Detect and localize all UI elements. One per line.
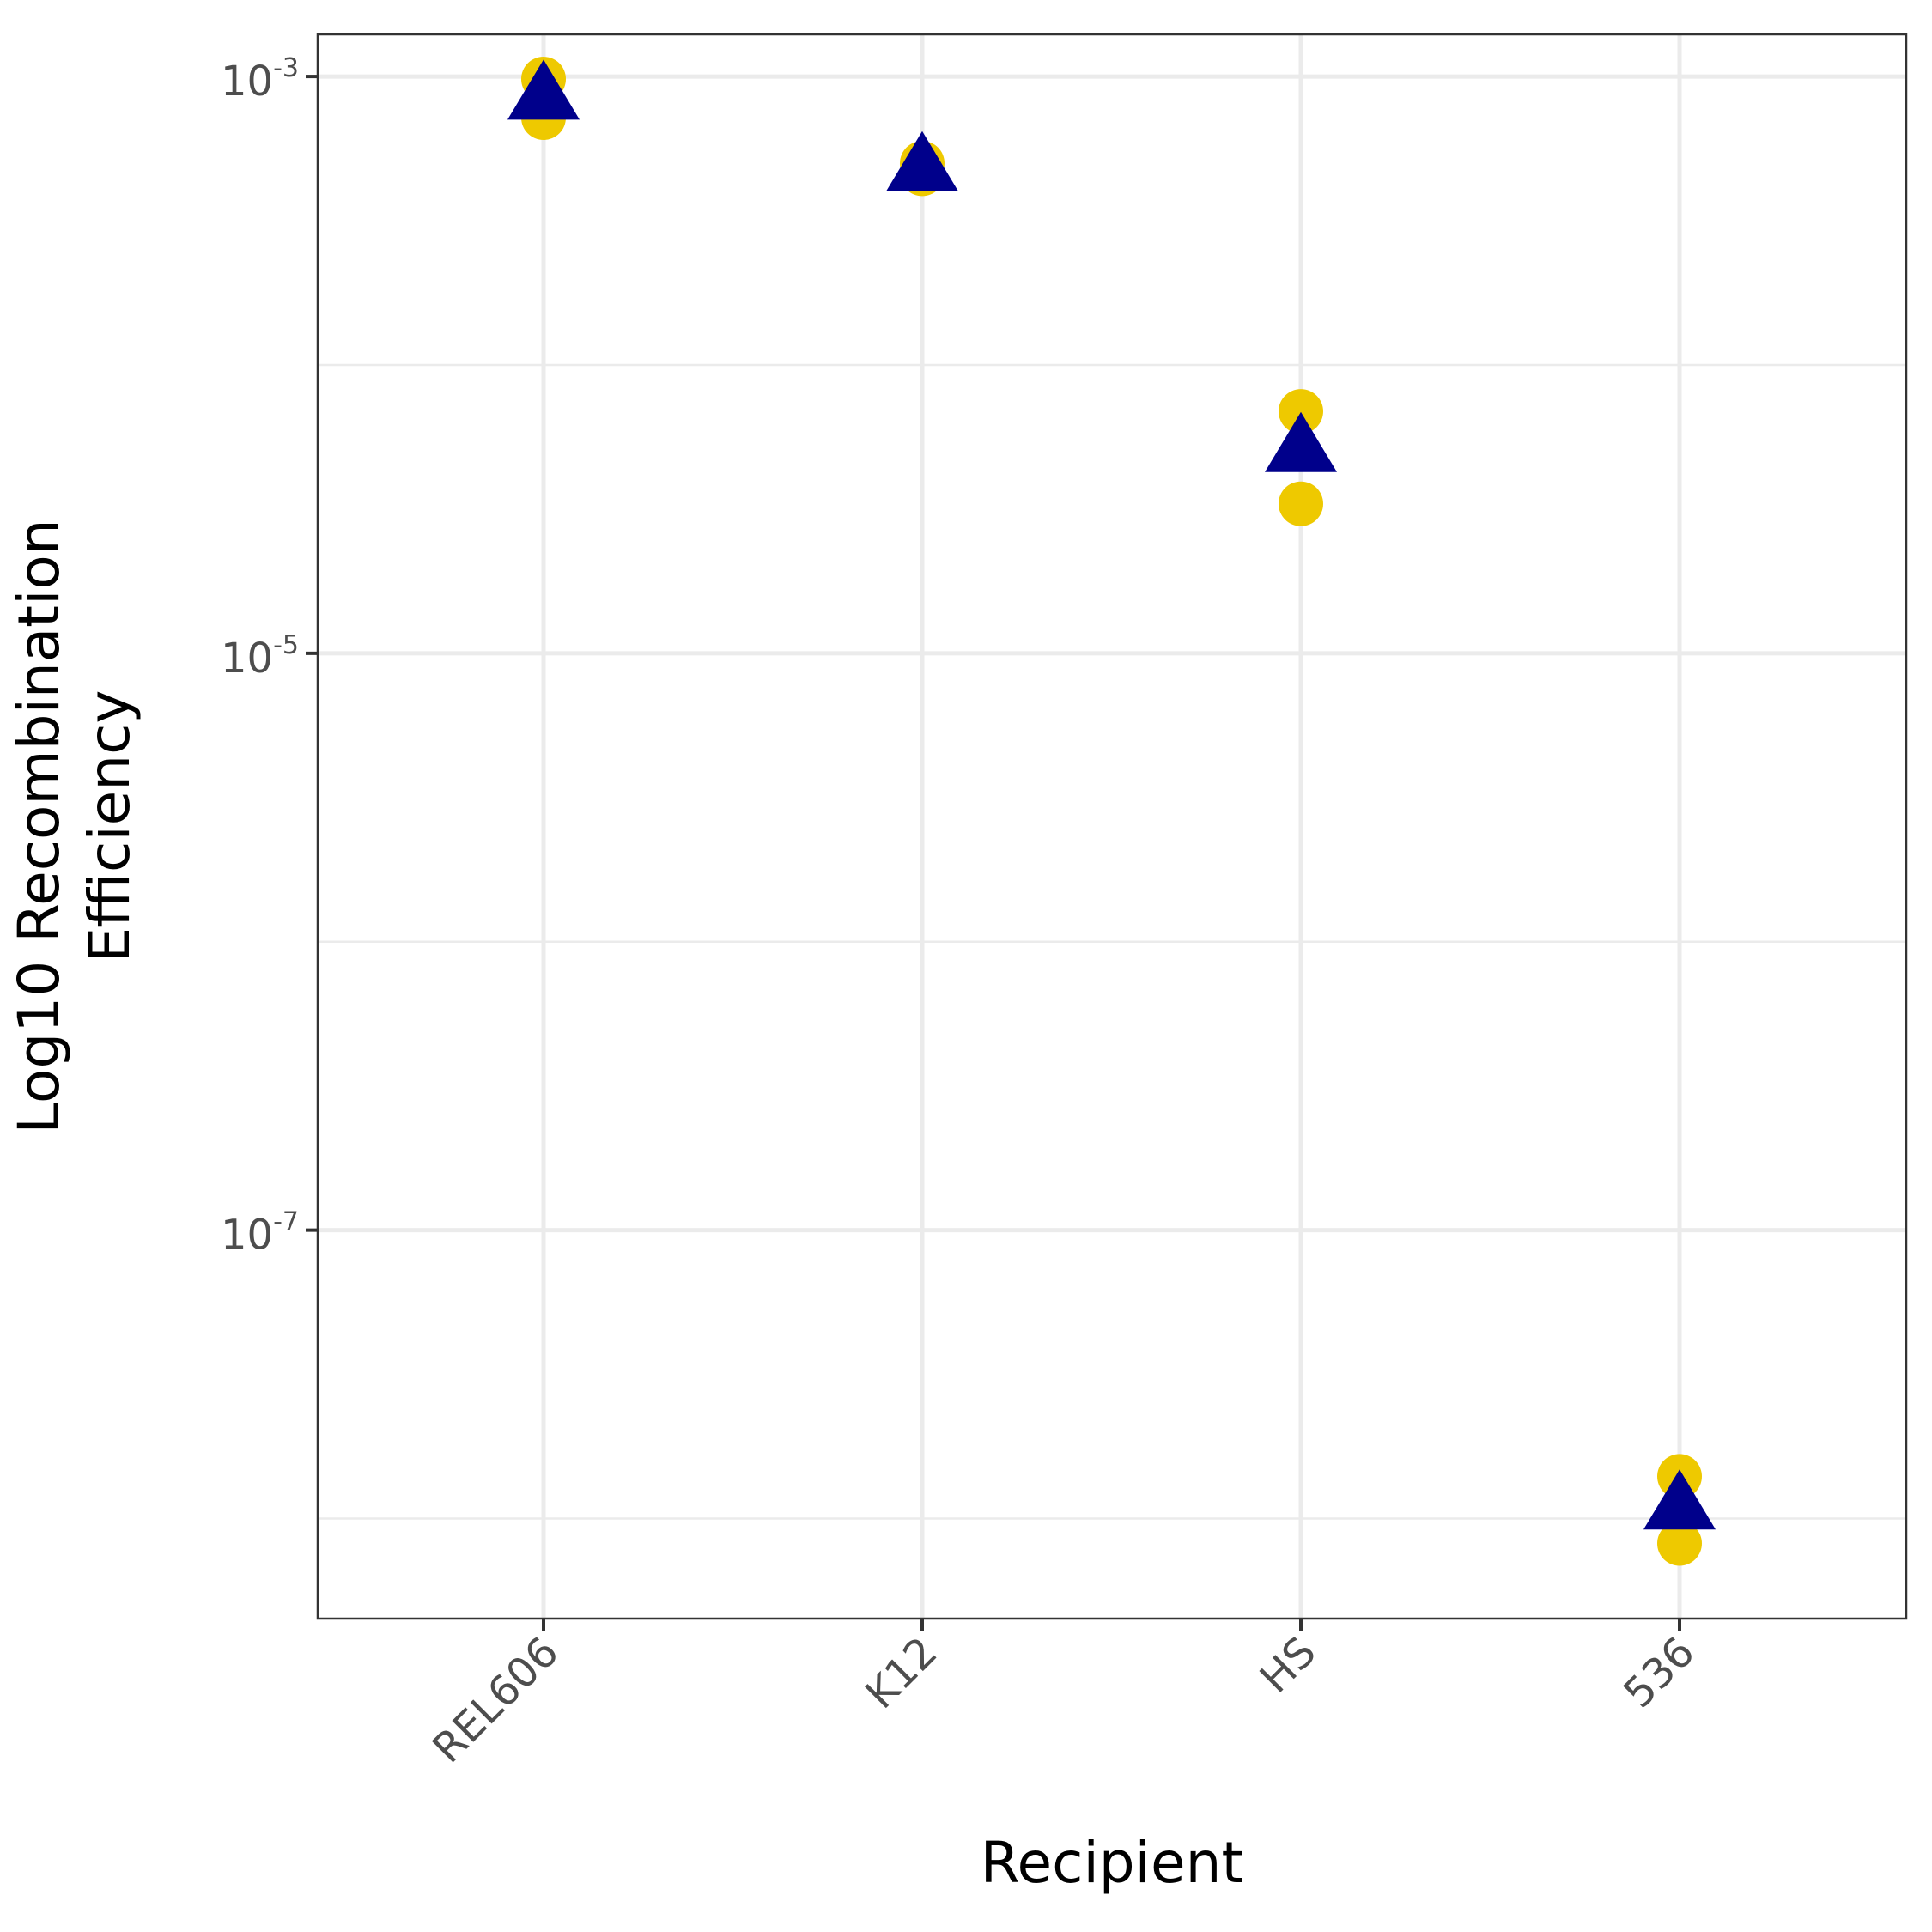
data-points (507, 57, 1716, 1566)
data-point-triangle (1265, 411, 1337, 472)
y-axis-title: Log10 RecombinationEfficiency (6, 519, 143, 1133)
grid (318, 34, 1906, 1619)
x-axis-title: Recipient (981, 1830, 1244, 1896)
y-tick-label: 10-3 (221, 53, 299, 106)
y-axis-title-line: Efficiency (76, 690, 143, 963)
y-tick-label: 10-5 (221, 630, 299, 683)
data-point-circle (1657, 1521, 1702, 1566)
data-point-triangle (886, 131, 958, 191)
y-axis-title-line: Log10 Recombination (6, 519, 72, 1133)
data-point-triangle (1643, 1469, 1716, 1530)
data-point-triangle (507, 59, 580, 120)
data-point-circle (1279, 481, 1323, 526)
y-tick-label: 10-7 (221, 1207, 299, 1260)
panel-border (316, 33, 1908, 1620)
data-point-circle (1279, 389, 1323, 434)
